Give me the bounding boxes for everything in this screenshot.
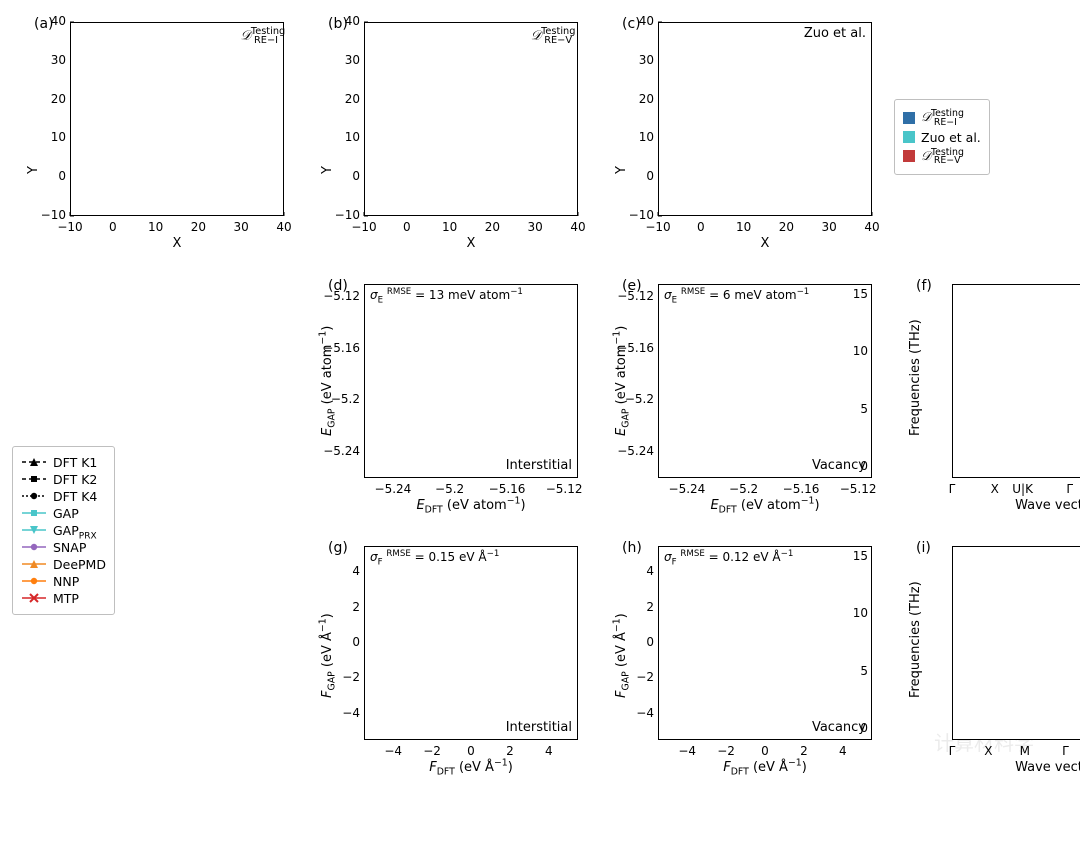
legend-item: 𝒟TestingRE−V <box>903 147 981 167</box>
panel-tag: (d) <box>328 278 348 294</box>
panel-f: 051015Wave vectorsFrequencies (THz)(f)ΓX… <box>894 274 1080 524</box>
legend-item: MTP <box>21 591 106 606</box>
legend-item: NNP <box>21 574 106 589</box>
panel-b: −10010203040−10010203040XY(b)𝒟TestingRE−… <box>306 12 586 262</box>
legend-item: SNAP <box>21 540 106 555</box>
panel-g: −4−2024−4−2024FDFT (eV Å−1)FGAP (eV Å−1)… <box>306 536 586 786</box>
panel-tag: (f) <box>916 278 932 294</box>
legend-item: 𝒟TestingRE−I <box>903 108 981 128</box>
panel-tag: (g) <box>328 540 348 556</box>
panel-a: −10010203040−10010203040XY(a)𝒟TestingRE−… <box>12 12 292 262</box>
legend-item: DeePMD <box>21 557 106 572</box>
panel-tag: (h) <box>622 540 642 556</box>
panel-tag: (b) <box>328 16 348 32</box>
panel-tag: (e) <box>622 278 642 294</box>
panel-i: 计算材料学 051015Wave vectorsFrequencies (THz… <box>894 536 1080 786</box>
figure-grid: −10010203040−10010203040XY(a)𝒟TestingRE−… <box>12 12 1068 786</box>
panel-h: −4−2024−4−2024FDFT (eV Å−1)FGAP (eV Å−1)… <box>600 536 880 786</box>
legend-item: Zuo et al. <box>903 130 981 145</box>
legend-item: DFT K2 <box>21 472 106 487</box>
panel-tag: (a) <box>34 16 54 32</box>
legend-top: 𝒟TestingRE−I Zuo et al. 𝒟TestingRE−V <box>894 99 1080 175</box>
legend-item: DFT K1 <box>21 455 106 470</box>
legend-item: GAP <box>21 506 106 521</box>
panel-d: −5.24−5.2−5.16−5.12−5.24−5.2−5.16−5.12ED… <box>306 274 586 524</box>
panel-tag: (c) <box>622 16 641 32</box>
legend-methods: DFT K1 DFT K2 DFT K4 GAP GAPPRX SNAP DeePMD NNP… <box>12 446 292 615</box>
panel-tag: (i) <box>916 540 931 556</box>
panel-c: −10010203040−10010203040XY(c)Zuo et al. <box>600 12 880 262</box>
panel-e: −5.24−5.2−5.16−5.12−5.24−5.2−5.16−5.12ED… <box>600 274 880 524</box>
legend-item: GAPPRX <box>21 523 106 538</box>
legend-item: DFT K4 <box>21 489 106 504</box>
